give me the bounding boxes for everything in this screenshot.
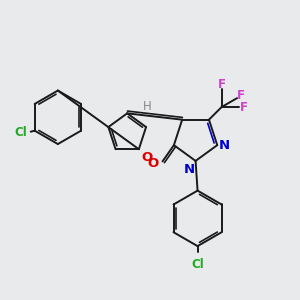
Text: H: H: [142, 100, 151, 113]
Text: O: O: [147, 157, 159, 170]
Text: N: N: [219, 139, 230, 152]
Text: F: F: [240, 100, 248, 114]
Text: Cl: Cl: [191, 258, 204, 271]
Text: Cl: Cl: [14, 126, 27, 139]
Text: O: O: [142, 151, 153, 164]
Text: N: N: [184, 163, 195, 176]
Text: F: F: [237, 89, 245, 102]
Text: F: F: [218, 78, 226, 91]
